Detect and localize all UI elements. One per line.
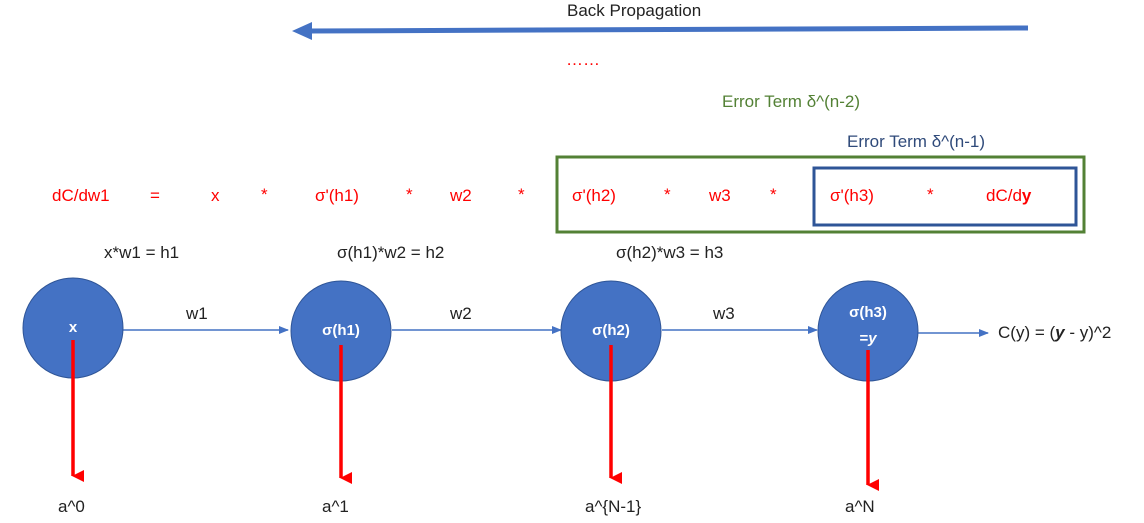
activation-label-1: a^1 [322,497,349,516]
cost-bold-y: y [1055,323,1065,342]
weight-label-w2: w2 [450,304,472,323]
error-term-inner-box [812,166,1078,227]
back-propagation-title: Back Propagation [567,1,702,20]
error-term-outer-label: Error Term δ^(n-2) [722,92,861,111]
node-h3-output-bold: y [868,330,877,347]
equation-dc-dy: dC/dy [986,186,1031,206]
equation-operator: * [770,185,777,204]
relation-h1: x*w1 = h1 [104,243,180,262]
error-term-inner-label: Error Term δ^(n-1) [847,132,986,151]
relation-h3: σ(h2)*w3 = h3 [616,243,724,262]
back-propagation-arrow [292,22,1029,40]
equation-term: w2 [450,186,472,205]
equation-operator: * [664,185,671,204]
node-x-label: x [68,319,78,336]
equation-equals: = [150,186,160,205]
equation-operator: * [406,185,413,204]
node-h3-label: σ(h3) [849,304,887,321]
node-h3-output-prefix: = [859,330,869,347]
node-h2-label: σ(h2) [592,322,630,339]
node-h3-output-label: =y [828,329,908,349]
equation-term: σ'(h3) [830,186,874,205]
equation-dc-dy-prefix: dC/d [986,186,1022,205]
node-h1-label: σ(h1) [322,322,360,339]
equation-operator: * [927,185,934,204]
cost-function: C(y) = (y - y)^2 [998,323,1111,343]
equation-lhs: dC/dw1 [52,186,110,205]
equation-operator: * [518,185,525,204]
weight-label-w1: w1 [186,304,208,323]
equation-term: w3 [709,186,731,205]
equation-term: σ'(h2) [572,186,616,205]
cost-prefix: C(y) = ( [998,323,1056,342]
error-term-outer-box [555,155,1086,234]
activation-label-n-1: a^{N-1} [585,497,642,516]
equation-operator: * [261,185,268,204]
weight-label-w3: w3 [713,304,735,323]
cost-suffix: - y)^2 [1064,323,1112,342]
activation-label-n: a^N [845,497,875,516]
equation-term: σ'(h1) [315,186,359,205]
equation-term: x [211,186,220,205]
relation-h2: σ(h1)*w2 = h2 [337,243,445,262]
activation-label-0: a^0 [58,497,85,516]
ellipsis: …… [566,50,600,69]
equation-dc-dy-bold: y [1021,186,1032,205]
